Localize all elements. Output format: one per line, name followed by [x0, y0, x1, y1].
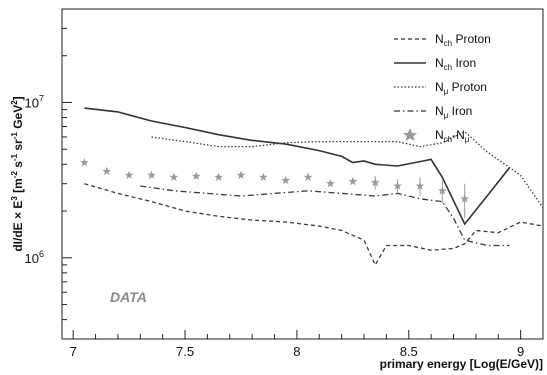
legend: Nch Proton Nch Iron Nμ Proton Nμ Iron Nc… [394, 32, 491, 144]
legend-label-nmu-proton: Nμ Proton [435, 80, 487, 96]
star-marker [303, 172, 313, 181]
star-marker [236, 170, 246, 179]
x-tick-labels: 7 7.5 8 8.5 9 [70, 344, 525, 359]
plot-frame [61, 8, 544, 340]
star-marker [281, 175, 291, 185]
star-marker [124, 170, 134, 179]
data-point-star [460, 183, 470, 219]
legend-label-nch-iron: Nch Iron [435, 56, 476, 72]
star-marker [415, 181, 425, 190]
star-marker [326, 179, 335, 188]
legend-label-nmu-iron: Nμ Iron [435, 104, 472, 120]
x-tick-label: 8.5 [400, 344, 418, 359]
star-marker [214, 172, 223, 181]
legend-entry-nch-proton: Nch Proton [394, 32, 491, 48]
data-point-star [191, 171, 201, 180]
y-axis-label: dI/dE × E3 [m-2 s-1 sr-1 GeV2] [10, 96, 25, 251]
x-tick-label: 8 [293, 344, 300, 359]
data-point-star [393, 179, 402, 194]
legend-entry-nmu-iron: Nμ Iron [394, 104, 472, 120]
star-marker [393, 181, 402, 190]
data-point-star [147, 170, 156, 179]
y-tick-labels: 106 107 [25, 93, 44, 265]
data-point-star [437, 180, 447, 204]
data-point-star [124, 170, 134, 179]
data-point-star [80, 158, 89, 167]
data-point-star [303, 172, 313, 181]
series-layer [80, 107, 544, 267]
series-line-2 [151, 130, 544, 209]
y-tick-label: 107 [25, 93, 44, 110]
data-point-star [415, 177, 425, 196]
data-point-star [102, 166, 112, 176]
data-point-star [326, 179, 335, 188]
y-tick-label: 106 [25, 249, 44, 266]
data-point-star [214, 172, 223, 181]
data-point-star [348, 176, 358, 186]
star-marker [80, 158, 89, 167]
data-point-star [258, 172, 268, 181]
series-line-1 [84, 107, 511, 226]
star-marker [147, 170, 156, 179]
legend-entry-nmu-proton: Nμ Proton [394, 80, 487, 96]
legend-label-nch-proton: Nch Proton [435, 32, 491, 48]
axis-ticks [62, 8, 544, 340]
legend-entry-nch-minus-nmu: Nch-Nμ [402, 128, 470, 144]
x-tick-label: 9 [517, 344, 524, 359]
star-marker [258, 172, 268, 181]
data-point-star [169, 172, 179, 181]
star-marker [370, 177, 380, 187]
star-marker [102, 166, 112, 176]
data-annotation: DATA [110, 289, 147, 305]
legend-star-icon [402, 128, 418, 141]
data-point-star [236, 170, 246, 179]
star-marker [191, 171, 201, 180]
legend-entry-nch-iron: Nch Iron [394, 56, 476, 72]
star-marker [437, 186, 447, 195]
data-point-star [281, 175, 291, 185]
star-marker [348, 176, 358, 186]
star-marker [460, 194, 470, 203]
x-axis-label: primary energy [Log(E/GeV)] [380, 357, 543, 371]
data-point-star [370, 176, 380, 190]
star-marker [169, 172, 179, 181]
legend-label-nch-minus-nmu: Nch-Nμ [435, 128, 470, 144]
x-tick-label: 7 [70, 344, 77, 359]
series-line-3 [140, 185, 510, 247]
x-tick-label: 7.5 [176, 344, 194, 359]
series-line-0 [84, 183, 544, 267]
